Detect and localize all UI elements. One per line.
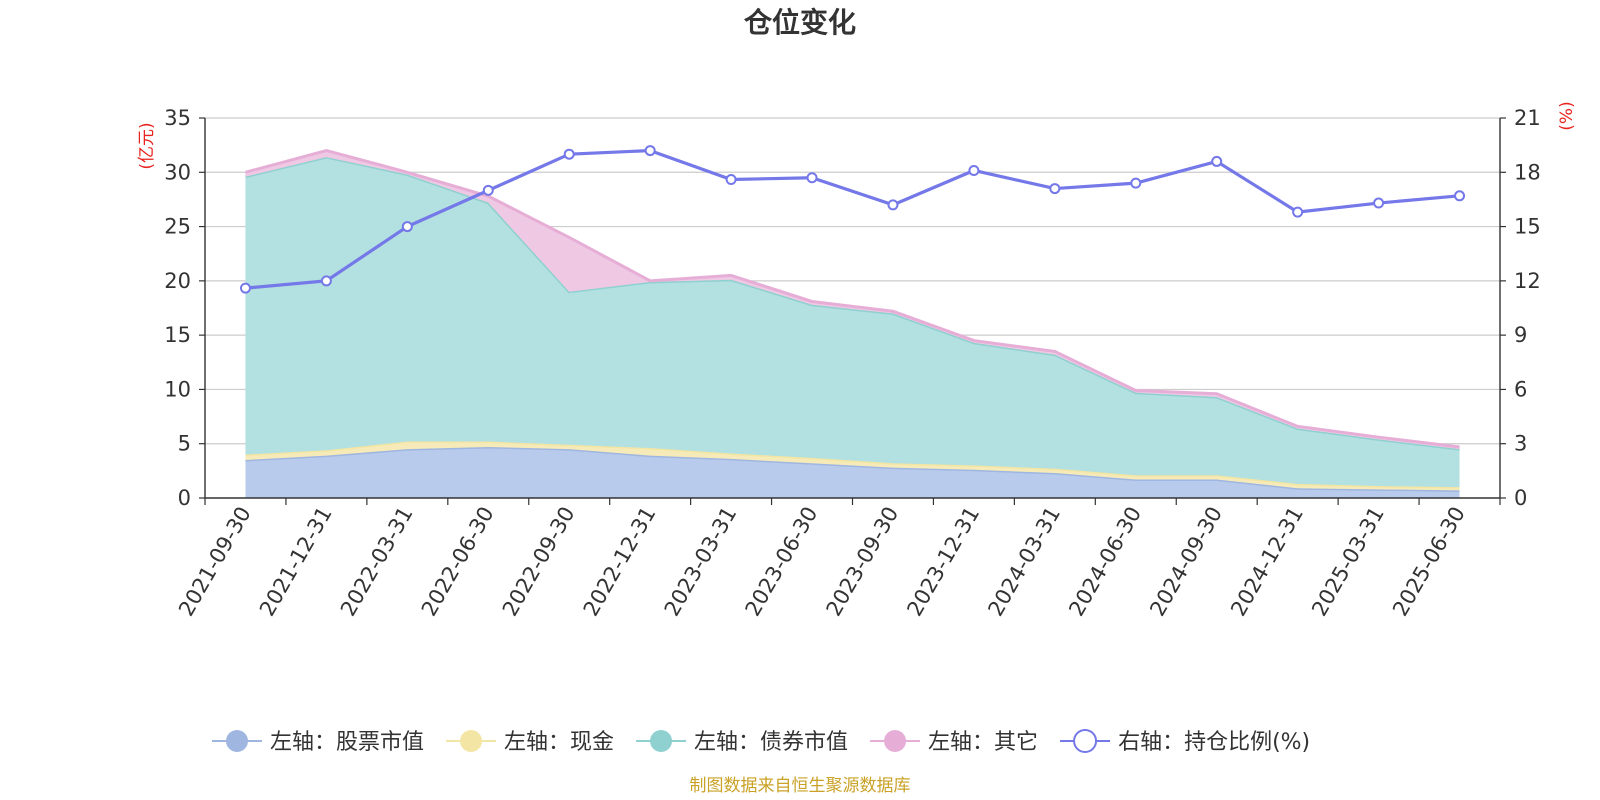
ratio-point [1049, 183, 1061, 195]
legend-item[interactable]: 左轴：债券市值 [636, 730, 848, 755]
stacked-areas [245, 149, 1460, 498]
x-axis-tick-label: 2022-06-30 [417, 503, 499, 621]
right-axis-unit-label: (%) [1557, 101, 1577, 130]
right-axis-tick-label: 15 [1514, 215, 1541, 239]
area-左轴：债券市值 [245, 157, 1460, 488]
left-axis-tick-label: 15 [164, 323, 191, 347]
legend-item[interactable]: 左轴：其它 [870, 730, 1038, 755]
left-axis-tick-label: 35 [164, 106, 191, 130]
x-axis-tick-label: 2024-12-31 [1226, 503, 1308, 621]
left-axis-unit-label: (亿元) [137, 122, 157, 169]
x-axis-tick-label: 2022-12-31 [579, 503, 661, 621]
ratio-point [482, 184, 494, 196]
ratio-point [563, 148, 575, 160]
ratio-point [887, 199, 899, 211]
right-axis-tick-label: 0 [1514, 486, 1527, 510]
ratio-point [806, 172, 818, 184]
x-axis-tick-label: 2022-09-30 [498, 503, 580, 621]
source-note: 制图数据来自恒生聚源数据库 [690, 776, 911, 796]
x-axis-tick-label: 2025-03-31 [1307, 503, 1389, 621]
legend-label: 右轴：持仓比例(%) [1118, 730, 1310, 755]
ratio-point [1130, 177, 1142, 189]
ratio-point [1292, 206, 1304, 218]
area-左轴：股票市值 [245, 446, 1460, 498]
ratio-point [1454, 190, 1466, 202]
area-左轴：现金 [245, 441, 1460, 491]
ratio-point [725, 174, 737, 186]
x-axis-tick-label: 2024-09-30 [1145, 503, 1227, 621]
right-axis-tick-label: 9 [1514, 323, 1527, 347]
legend-item[interactable]: 左轴：股票市值 [212, 730, 424, 755]
x-axis-tick-label: 2021-12-31 [255, 503, 337, 621]
chart-title: 仓位变化 [744, 6, 856, 39]
legend-label: 左轴：现金 [504, 730, 614, 755]
legend-label: 左轴：债券市值 [694, 730, 848, 755]
left-axis-tick-label: 30 [164, 160, 191, 184]
right-axis-tick-label: 3 [1514, 432, 1527, 456]
x-axis-tick-label: 2024-03-31 [983, 503, 1065, 621]
legend-label: 左轴：其它 [928, 730, 1038, 755]
legend-label: 左轴：股票市值 [270, 730, 424, 755]
ratio-line [239, 145, 1466, 294]
left-axis-tick-label: 25 [164, 215, 191, 239]
ratio-point [968, 164, 980, 176]
legend-marker [650, 730, 673, 752]
x-axis-tick-label: 2022-03-31 [336, 503, 418, 621]
ratio-point [239, 282, 251, 294]
left-axis-tick-label: 0 [178, 486, 191, 510]
left-axis-tick-label: 20 [164, 269, 191, 293]
x-axis-tick-label: 2023-03-31 [660, 503, 742, 621]
ratio-point [644, 145, 656, 157]
area-edge-左轴：其它 [245, 149, 1460, 449]
right-axis-tick-label: 12 [1514, 269, 1541, 293]
legend-marker [226, 730, 248, 752]
ratio-point [1211, 155, 1223, 167]
legend-marker [884, 730, 907, 752]
legend-item[interactable]: 左轴：现金 [446, 730, 614, 755]
left-axis-tick-label: 5 [178, 432, 191, 456]
ratio-point [401, 221, 413, 233]
legend-marker [1073, 729, 1098, 753]
left-axis-tick-label: 10 [164, 377, 191, 401]
legend-marker [460, 730, 483, 752]
ratio-point [1373, 197, 1385, 209]
right-axis-tick-label: 18 [1514, 160, 1541, 184]
legend[interactable]: 左轴：股票市值 左轴：现金 左轴：债券市值 左轴：其它 右轴：持仓比例(%) [212, 729, 1310, 755]
right-axis-tick-label: 6 [1514, 377, 1527, 401]
x-axis-tick-label: 2023-06-30 [741, 503, 823, 621]
right-axis-tick-label: 21 [1514, 106, 1541, 130]
legend-item[interactable]: 右轴：持仓比例(%) [1060, 729, 1310, 755]
ratio-point [320, 275, 332, 287]
x-axis-tick-label: 2023-12-31 [902, 503, 984, 621]
x-axis-tick-label: 2024-06-30 [1064, 503, 1146, 621]
x-axis-tick-label: 2023-09-30 [821, 503, 903, 621]
x-axis-tick-label: 2025-06-30 [1388, 503, 1470, 621]
line-右轴：持仓比例(%) [245, 148, 1460, 290]
x-axis-tick-label: 2021-09-30 [174, 503, 256, 621]
